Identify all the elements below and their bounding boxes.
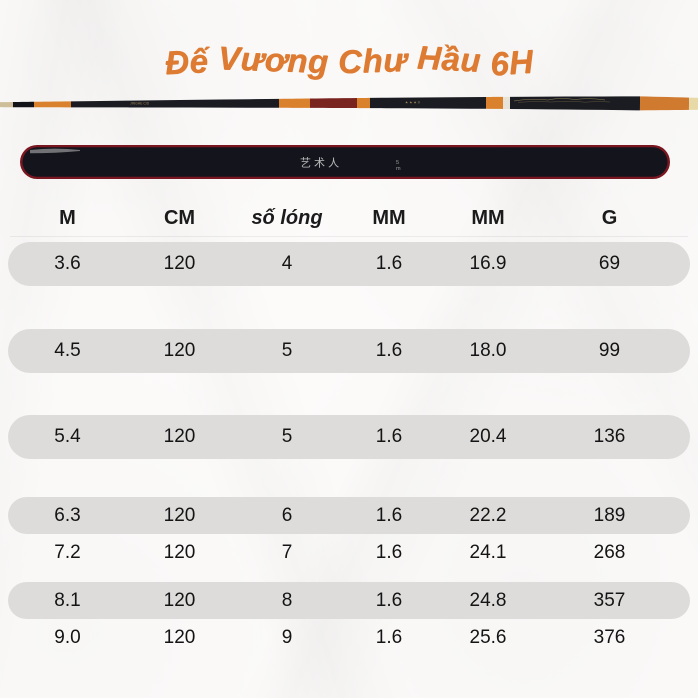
- svg-text:JINGHE C/D: JINGHE C/D: [130, 102, 150, 106]
- svg-text:艺 术 人: 艺 术 人: [300, 157, 339, 170]
- svg-text:★ ★ ★ II: ★ ★ ★ II: [405, 101, 420, 105]
- svg-text:m: m: [396, 166, 401, 172]
